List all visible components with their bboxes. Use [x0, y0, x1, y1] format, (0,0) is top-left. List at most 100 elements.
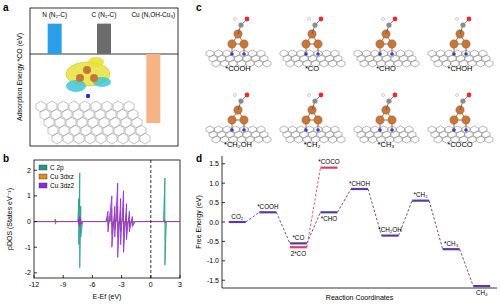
graphene	[260, 55, 268, 62]
atom	[381, 17, 384, 20]
bar	[48, 24, 62, 54]
graphene	[428, 50, 436, 57]
tick-label: 1.0	[209, 180, 219, 187]
graphene	[354, 126, 362, 133]
graphene	[357, 131, 365, 138]
graphene	[300, 131, 308, 138]
graphene	[337, 136, 345, 143]
graphene	[289, 126, 297, 133]
graphene	[309, 55, 317, 62]
x-tick	[92, 275, 93, 278]
lattice	[91, 101, 101, 112]
energy-level	[320, 167, 337, 169]
atom	[233, 17, 236, 20]
legend-label: Cu 3dxz	[50, 173, 74, 180]
atom	[228, 40, 236, 48]
y-tick	[34, 221, 37, 222]
graphene	[320, 136, 328, 143]
atom	[314, 40, 322, 48]
atom	[302, 116, 310, 124]
lattice	[63, 133, 73, 144]
graphene	[280, 126, 288, 133]
graphene	[360, 60, 368, 67]
lattice	[73, 109, 83, 120]
graphene	[485, 136, 493, 143]
graphene	[374, 55, 382, 62]
graphene	[323, 50, 331, 57]
tick-label: -3	[118, 281, 124, 288]
panel-b: b-12-9-6-303-2-1012E-Ef (eV)pDOS (States…	[3, 153, 182, 301]
structure	[428, 17, 493, 67]
graphene	[477, 136, 485, 143]
bar	[146, 54, 160, 123]
panel-c: c*COOH*CO*CHO*CHOH*CH₂OH*CH₂*CH₃*COCO	[196, 2, 493, 149]
atom	[238, 22, 243, 27]
graphene	[323, 126, 331, 133]
graphene	[479, 126, 487, 133]
graphene	[397, 126, 405, 133]
energy-level	[320, 211, 337, 213]
lattice	[102, 101, 112, 112]
atom	[386, 98, 391, 103]
graphene	[329, 136, 337, 143]
graphene	[485, 60, 493, 67]
connector	[460, 249, 474, 286]
tick-label: 0.5	[209, 199, 219, 206]
graphene	[280, 50, 288, 57]
axis-title: Free Energy (eV)	[195, 195, 203, 249]
atom	[460, 22, 465, 27]
structure	[354, 17, 419, 67]
graphene	[405, 126, 413, 133]
panel-label: d	[196, 153, 202, 164]
graphene	[371, 126, 379, 133]
graphene	[431, 131, 439, 138]
graphene	[391, 131, 399, 138]
atom	[238, 98, 243, 103]
graphene	[289, 50, 297, 57]
atom	[240, 40, 248, 48]
graphene	[479, 50, 487, 57]
graphene	[286, 136, 294, 143]
lattice	[70, 125, 80, 136]
graphene	[206, 50, 214, 57]
y-tick	[34, 272, 37, 273]
structure-label: *CH₃	[378, 140, 395, 149]
graphene	[437, 50, 445, 57]
atom	[460, 98, 465, 103]
lattice	[107, 133, 117, 144]
graphene	[397, 50, 405, 57]
graphene	[257, 126, 265, 133]
x-tick	[34, 275, 35, 278]
lattice	[124, 101, 134, 112]
graphene	[383, 55, 391, 62]
structure-label: *CH₂	[304, 140, 321, 149]
atom	[83, 66, 91, 74]
lattice	[66, 117, 76, 128]
graphene	[223, 50, 231, 57]
graphene	[209, 55, 217, 62]
lattice	[140, 133, 150, 144]
graphene	[215, 50, 223, 57]
y-tick	[222, 202, 225, 203]
graphene	[255, 60, 263, 67]
tick-label: -1	[25, 244, 31, 251]
x-tick	[180, 275, 181, 278]
graphene	[465, 131, 473, 138]
atom	[245, 17, 250, 22]
lattice	[88, 117, 98, 128]
graphene	[263, 60, 271, 67]
tick-label: 0.0	[209, 219, 219, 226]
atom	[307, 17, 310, 20]
atom	[319, 17, 324, 22]
atom	[393, 17, 398, 22]
atom	[376, 40, 384, 48]
connector	[307, 168, 321, 248]
level-label: 2*CO	[291, 250, 306, 257]
graphene	[297, 50, 305, 57]
lattice	[51, 109, 61, 120]
atom	[393, 93, 398, 98]
connector	[337, 189, 351, 212]
plot-area	[34, 160, 180, 278]
atom	[312, 22, 317, 27]
y-tick	[222, 183, 225, 184]
